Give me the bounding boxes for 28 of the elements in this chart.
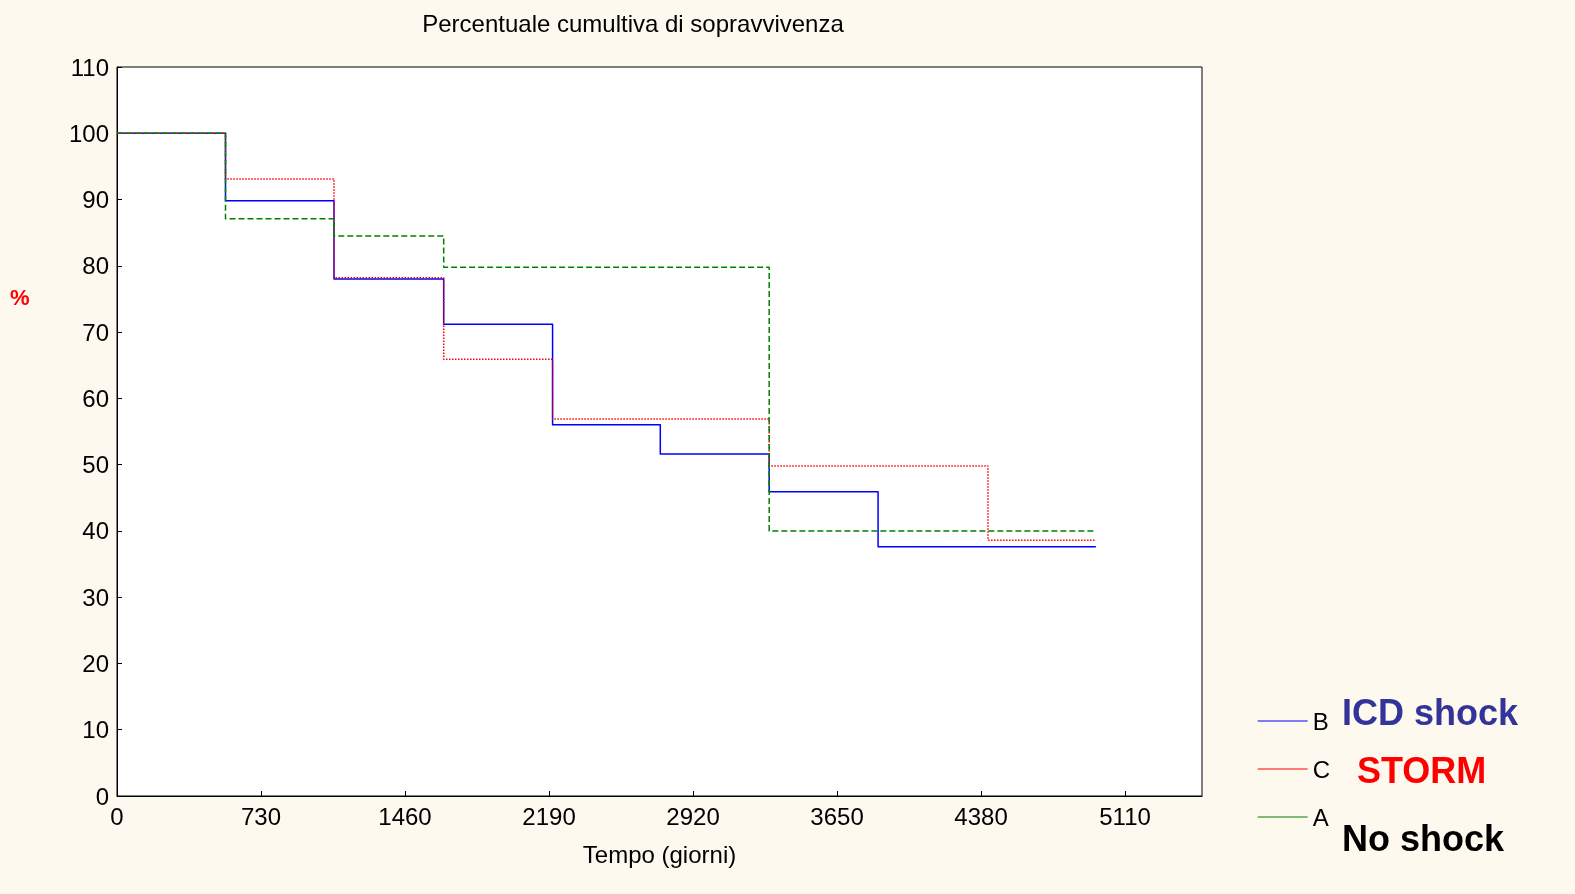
x-tick-label: 2920 [666,802,720,830]
y-tick-label: 110 [70,53,109,81]
x-tick-label: 3650 [810,802,864,830]
legend-label: C [1312,755,1331,783]
y-tick-label: 70 [82,318,109,346]
text: STORM [1357,749,1487,791]
y-axis-title: % [10,284,30,310]
y-tick-label: 40 [82,517,109,545]
y-tick-label: 50 [82,451,109,479]
y-tick-label: 90 [82,186,109,214]
x-tick-label: 2190 [522,802,576,830]
y-tick-label: 0 [95,782,109,810]
legend-label: B [1312,707,1329,735]
x-tick-label: 4380 [954,802,1008,830]
y-tick-label: 30 [82,583,109,611]
legend-label: A [1312,803,1329,831]
x-tick-label: 730 [240,802,282,830]
y-tick-label: 100 [68,119,109,147]
y-tick-label: 20 [82,649,109,677]
x-tick-label: 1460 [378,802,432,830]
x-tick-label: 5110 [1099,802,1151,830]
text: No shock [1342,817,1506,859]
chart-title: Percentuale cumultiva di sopravvivenza [422,9,845,37]
y-tick-label: 10 [82,716,109,744]
x-axis-title: Tempo (giorni) [582,840,737,868]
y-tick-label: 60 [82,384,109,412]
y-tick-label: 80 [82,252,109,280]
text: ICD shock [1342,691,1520,733]
